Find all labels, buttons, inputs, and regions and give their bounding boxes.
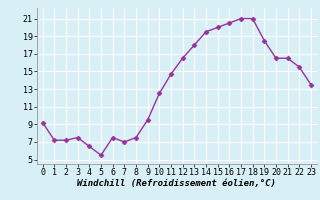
X-axis label: Windchill (Refroidissement éolien,°C): Windchill (Refroidissement éolien,°C): [77, 179, 276, 188]
